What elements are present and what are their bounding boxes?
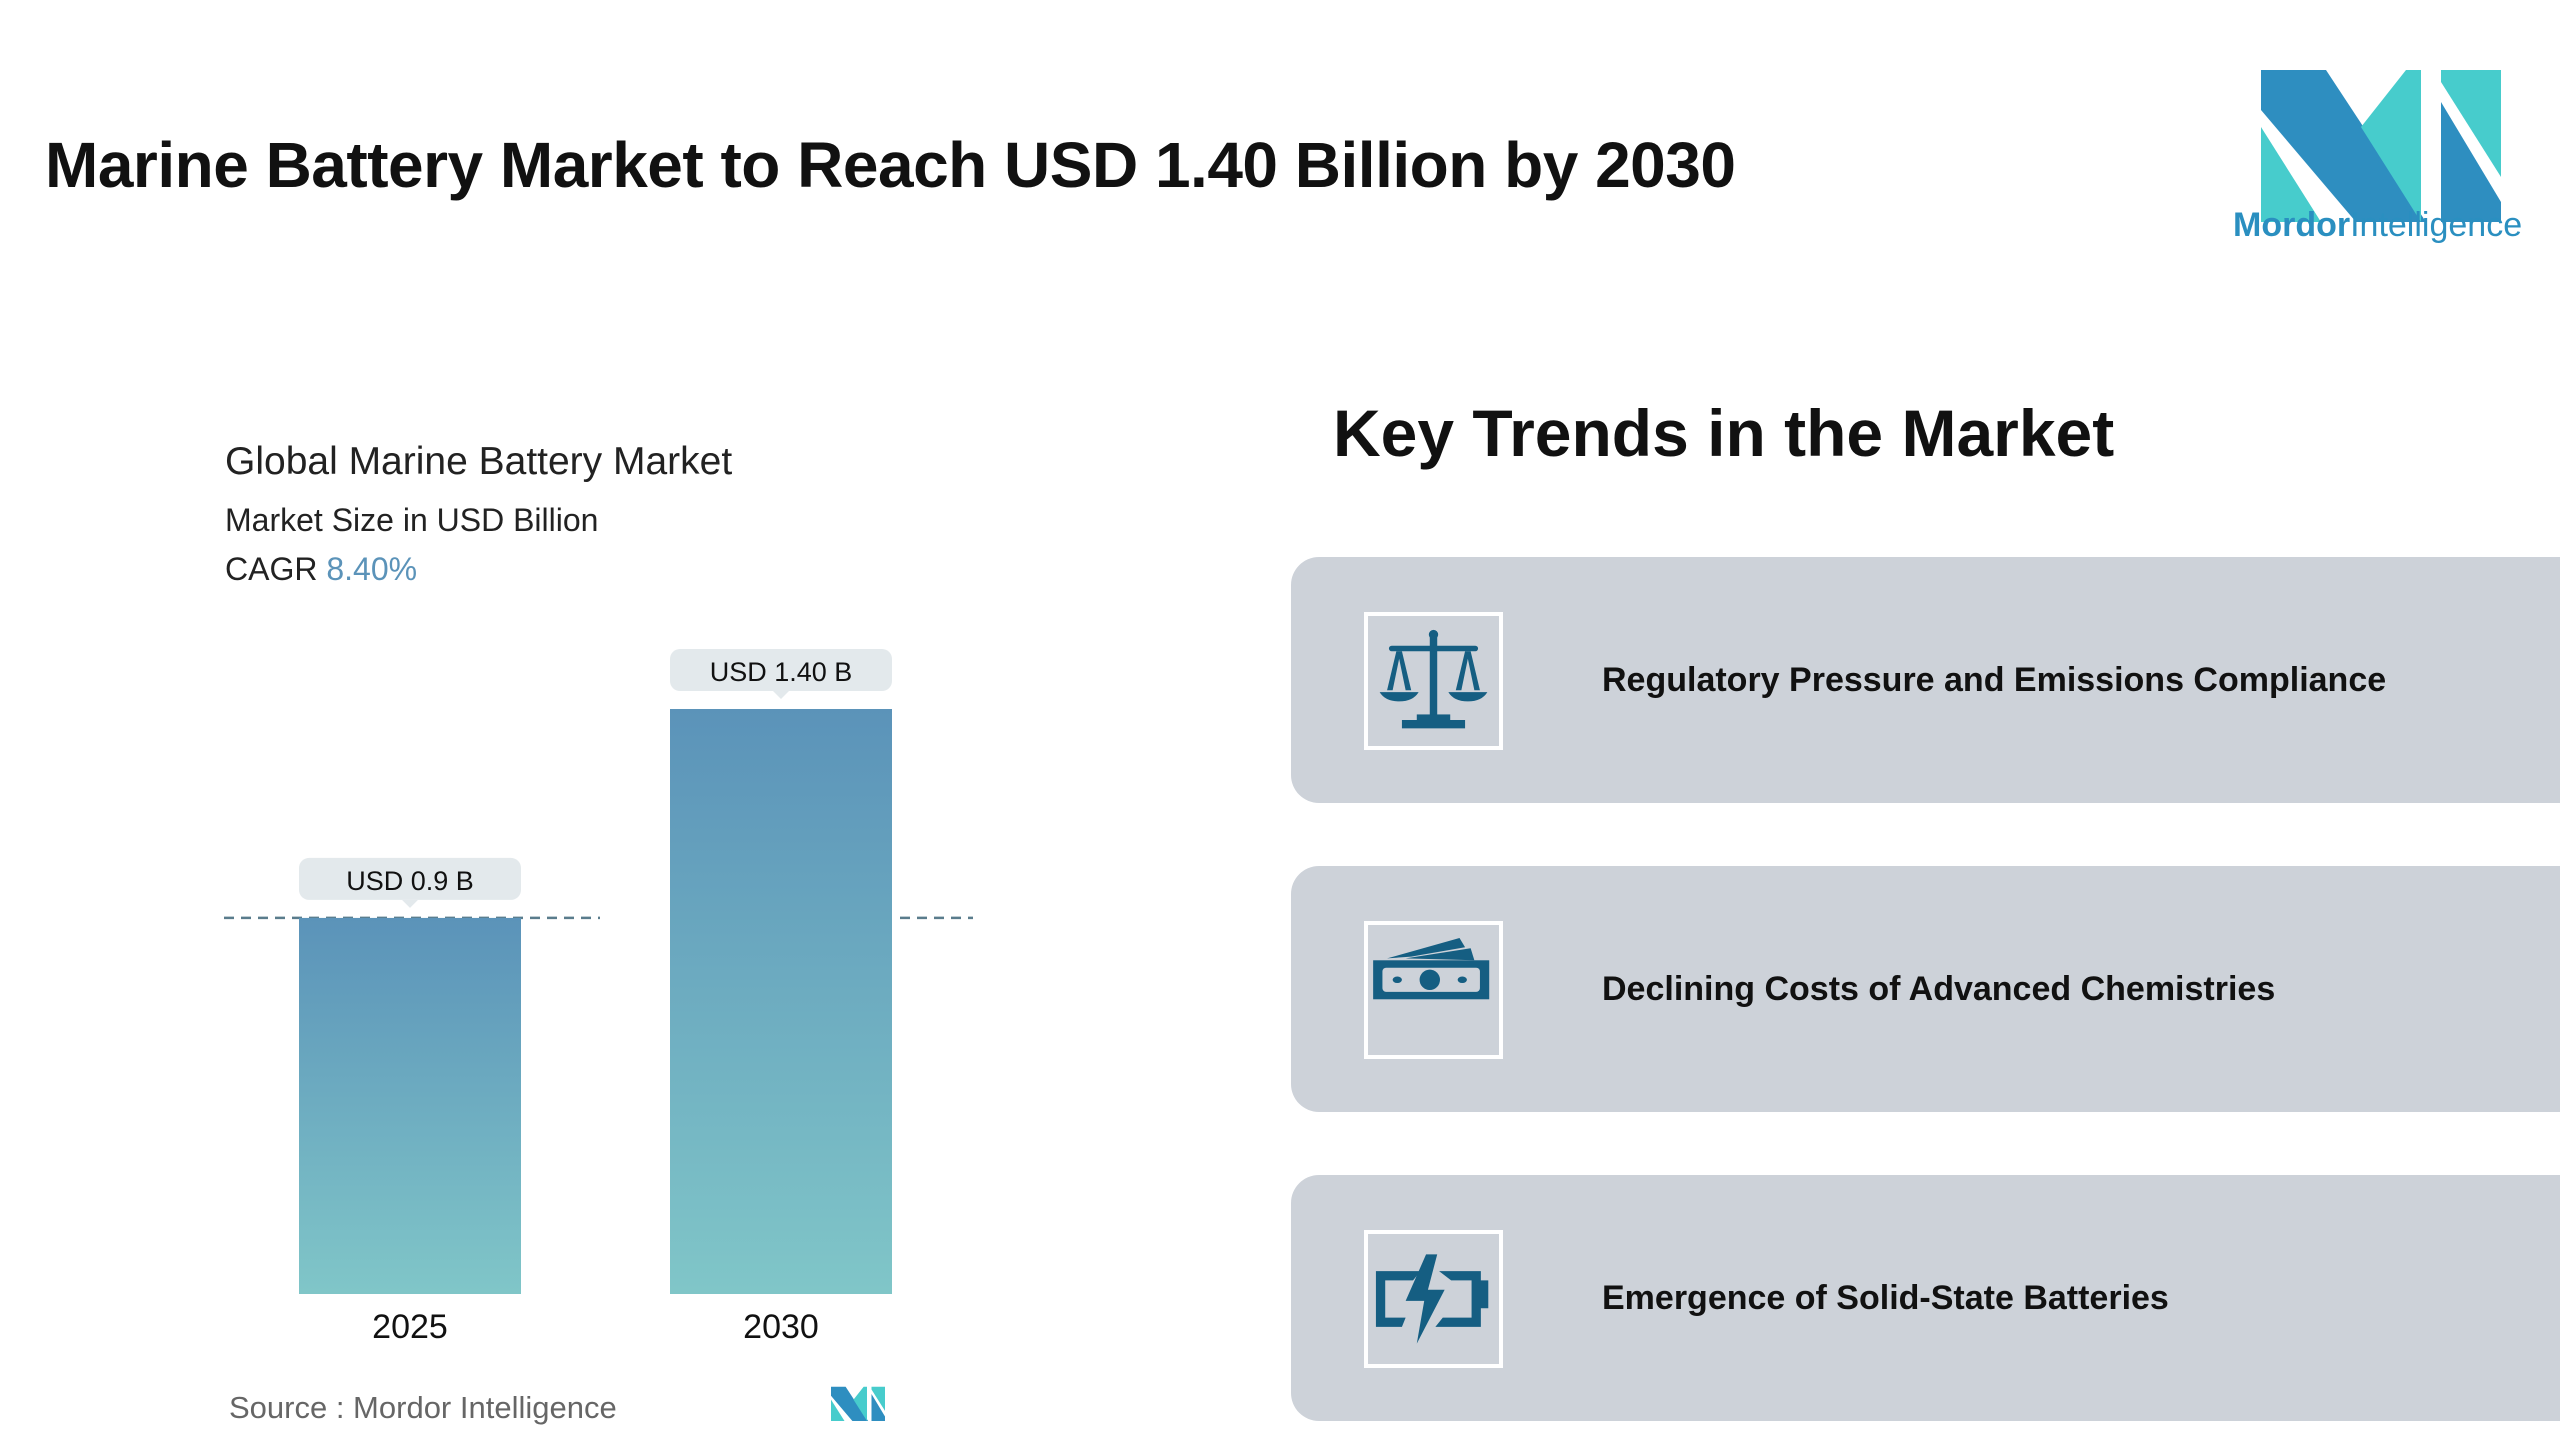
data-label: USD 0.9 B <box>346 866 474 896</box>
source-text: Source : Mordor Intelligence <box>229 1390 617 1425</box>
bar-chart: USD 0.9 B 2025 USD 1.40 B 2030 <box>224 649 973 1346</box>
logo-brand-light: Intelligence <box>2350 206 2523 244</box>
trend-card: Regulatory Pressure and Emissions Compli… <box>1291 557 2560 803</box>
page-title: Marine Battery Market to Reach USD 1.40 … <box>45 129 1736 201</box>
chart-title: Global Marine Battery Market <box>225 440 733 483</box>
logo-text: MordorIntelligence <box>2233 206 2522 245</box>
trends-title: Key Trends in the Market <box>1333 396 2115 470</box>
trend-label: Declining Costs of Advanced Chemistries <box>1602 969 2276 1008</box>
data-label-bg <box>299 857 521 900</box>
chart-subtitle: Market Size in USD Billion <box>225 502 599 538</box>
bar-2025 <box>299 917 521 1294</box>
cagr-label: CAGR <box>225 551 318 587</box>
logo-brand-bold: Mordor <box>2233 206 2351 244</box>
cagr-value: 8.40% <box>326 551 418 587</box>
cagr: CAGR 8.40% <box>225 551 417 588</box>
trend-card: Emergence of Solid-State Batteries <box>1291 1175 2560 1421</box>
battery-charging-icon <box>1364 1230 1503 1368</box>
bar-2030 <box>670 709 892 1294</box>
trend-label: Emergence of Solid-State Batteries <box>1602 1278 2169 1317</box>
mordor-logo-icon <box>2261 70 2501 222</box>
x-tick-label: 2025 <box>372 1308 448 1346</box>
data-label-pointer <box>402 899 418 908</box>
data-label: USD 1.40 B <box>710 657 853 687</box>
money-icon <box>1364 921 1503 1059</box>
scales-icon <box>1364 612 1503 750</box>
mordor-small-logo-icon <box>831 1386 885 1421</box>
data-label-pointer <box>773 691 789 699</box>
trend-card: Declining Costs of Advanced Chemistries <box>1291 866 2560 1112</box>
data-label-bg <box>670 649 892 691</box>
trend-label: Regulatory Pressure and Emissions Compli… <box>1602 660 2387 699</box>
x-tick-label: 2030 <box>743 1308 819 1346</box>
